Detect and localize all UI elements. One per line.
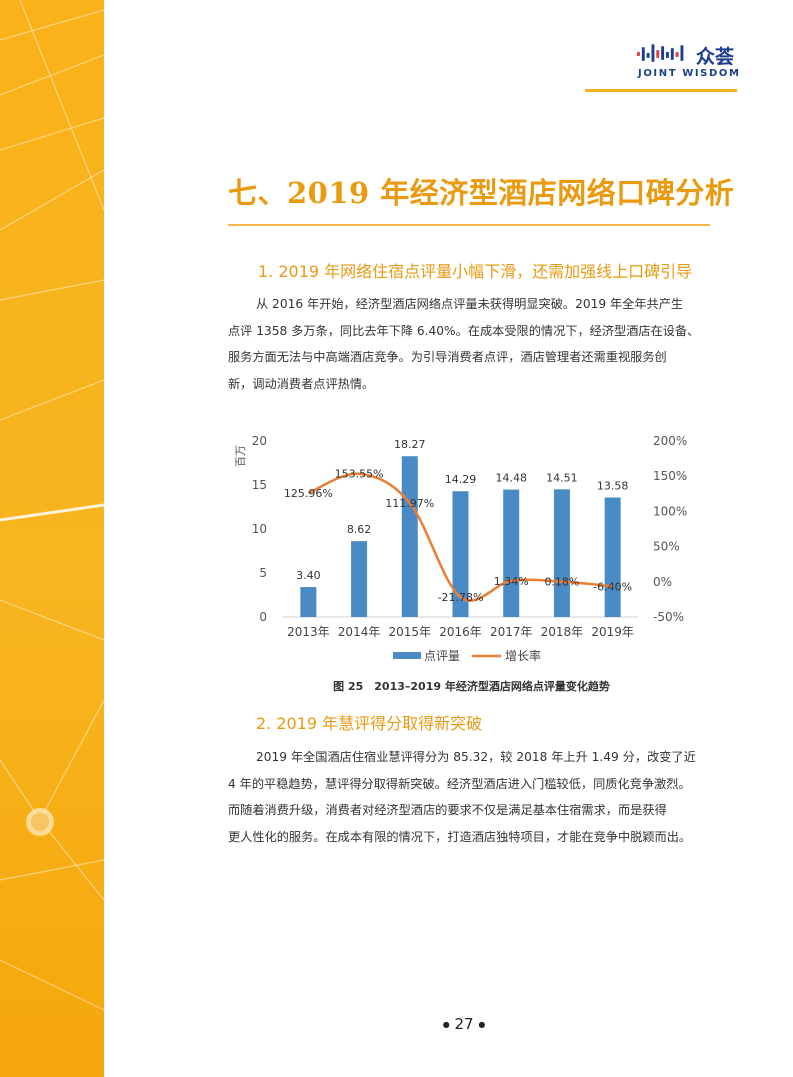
subsection-1-heading: 1. 2019 年网络住宿点评量小幅下滑，还需加强线上口碑引导 <box>258 262 693 281</box>
line-data-label: 111.97% <box>385 497 434 510</box>
bar-data-label: 3.40 <box>296 569 321 582</box>
subsection-2-paragraph: 2019 年全国酒店住宿业慧评得分为 85.32，较 2018 年上升 1.49… <box>228 744 710 850</box>
x-axis-tick-label: 2013年 <box>287 625 330 639</box>
paragraph-line: 4 年的平稳趋势，慧评得分取得新突破。经济型酒店进入门槛较低，同质化竞争激烈。 <box>228 776 691 791</box>
subsection-1-paragraph: 从 2016 年开始，经济型酒店网络点评量未获得明显突破。2019 年全年共产生… <box>228 291 710 397</box>
y-axis-tick-label: 15 <box>252 478 267 492</box>
x-axis-tick-label: 2015年 <box>389 625 432 639</box>
x-axis-tick-label: 2019年 <box>591 625 634 639</box>
paragraph-line: 服务方面无法与中高端酒店竞争。为引导消费者点评，酒店管理者还需重视服务创 <box>228 350 667 364</box>
y-axis-tick-label: 10 <box>252 522 267 536</box>
page-number: ● 27 ● <box>442 1015 486 1033</box>
y-axis-tick-label: 20 <box>252 434 267 448</box>
x-axis-tick-label: 2017年 <box>490 625 533 639</box>
section-title: 七、2019 年经济型酒店网络口碑分析 <box>228 176 735 210</box>
page-number-value: 27 <box>454 1015 474 1033</box>
y-axis-tick-label: 0 <box>259 610 267 624</box>
y2-axis-tick-label: 100% <box>653 504 687 518</box>
bar <box>351 541 368 617</box>
paragraph-line: 更人性化的服务。在成本有限的情况下，打造酒店独特项目，才能在竞争中脱颖而出。 <box>228 829 692 844</box>
bar <box>553 489 570 617</box>
growth-rate-line <box>307 472 613 602</box>
bar <box>452 491 469 617</box>
subsection-2-heading: 2. 2019 年慧评得分取得新突破 <box>256 714 483 733</box>
paragraph-line: 新，调动消费者点评热情。 <box>228 376 375 391</box>
bar-data-label: 14.48 <box>495 472 527 485</box>
header-rule <box>585 89 737 92</box>
logo-text-cn: 众荟 <box>696 46 735 68</box>
figure-caption: 图 25 2013–2019 年经济型酒店网络点评量变化趋势 <box>333 680 610 693</box>
y-axis-label: 百万 <box>234 445 247 467</box>
bar <box>604 497 621 617</box>
x-axis-tick-label: 2016年 <box>439 625 482 639</box>
review-volume-chart: 0 5 10 15 20 -50% 0% 50% 100% 150% 200% 百万 3.40 8.62 1… <box>234 434 687 663</box>
line-data-label: -21.78% <box>438 591 484 604</box>
y-axis-tick-label: 5 <box>259 566 267 580</box>
y2-axis-tick-label: 0% <box>653 575 672 589</box>
line-data-label: 153.55% <box>335 468 384 481</box>
y2-axis-tick-label: -50% <box>653 610 684 624</box>
line-data-label: 125.96% <box>284 487 333 500</box>
decorative-side-band <box>0 0 104 1077</box>
logo-text-en: JOINT WISDOM <box>638 68 741 79</box>
bar <box>300 587 317 617</box>
bar <box>401 456 418 617</box>
y2-axis-tick-label: 50% <box>653 540 680 554</box>
bar-data-label: 18.27 <box>394 438 426 451</box>
title-underline <box>228 224 710 226</box>
bar <box>503 489 520 617</box>
legend-label: 点评量 <box>424 649 460 663</box>
x-axis-tick-label: 2014年 <box>338 625 381 639</box>
bar-data-label: 8.62 <box>347 523 372 536</box>
y2-axis-tick-label: 200% <box>653 434 687 448</box>
paragraph-line: 2019 年全国酒店住宿业慧评得分为 85.32，较 2018 年上升 1.49… <box>256 750 696 764</box>
legend-swatch-bar <box>393 652 421 659</box>
line-data-label: 0.18% <box>544 576 579 589</box>
paragraph-line: 从 2016 年开始，经济型酒店网络点评量未获得明显突破。2019 年全年共产生 <box>256 297 684 311</box>
bar-data-label: 14.51 <box>546 471 578 484</box>
bar-data-label: 13.58 <box>597 479 629 492</box>
line-data-label: 1.34% <box>494 575 529 588</box>
logo-bars-icon <box>637 44 684 62</box>
paragraph-line: 点评 1358 多万条，同比去年下降 6.40%。在成本受限的情况下，经济型酒店… <box>228 323 700 338</box>
bar-data-label: 14.29 <box>445 473 477 486</box>
x-axis-tick-label: 2018年 <box>541 625 584 639</box>
paragraph-line: 而随着消费升级，消费者对经济型酒店的要求不仅是满足基本住宿需求，而是获得 <box>228 803 667 817</box>
network-pattern-graphic <box>0 0 104 1011</box>
legend-label: 增长率 <box>505 648 541 663</box>
line-data-label: -6.40% <box>593 580 632 593</box>
y2-axis-tick-label: 150% <box>653 469 687 483</box>
